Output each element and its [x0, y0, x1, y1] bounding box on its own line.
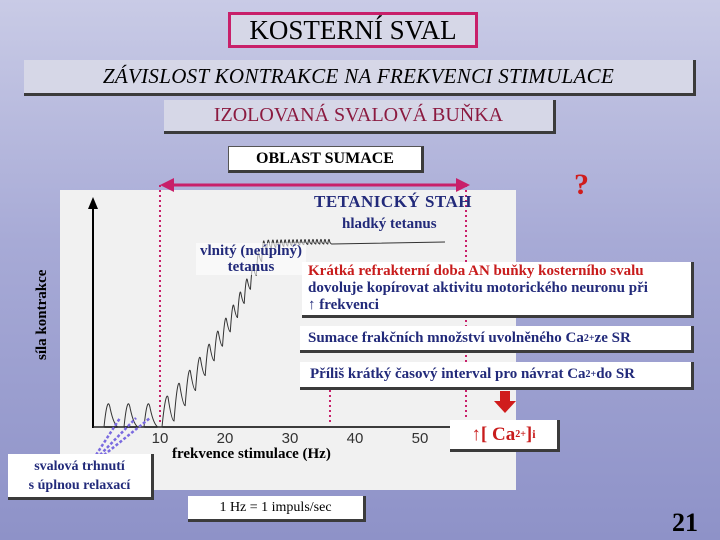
twitch-line1: svalová trhnutí [34, 459, 125, 474]
tetanic-contraction-label: TETANICKÝ STAH [314, 192, 472, 211]
x-tick-labels: 10 20 30 40 50 [152, 430, 429, 447]
question-mark: ? [574, 168, 589, 201]
summation-text: Sumace frakčních množství uvolněného Ca [308, 329, 584, 346]
x-tick-label: 50 [412, 430, 429, 447]
summation-arrow-right-head [456, 178, 470, 192]
slide-title: KOSTERNÍ SVAL [249, 14, 457, 45]
hz-definition: 1 Hz = 1 impuls/sec [219, 499, 332, 515]
calcium-box: ↑ [ Ca 2+] i [450, 420, 560, 452]
wavy-tetanus-label: vlnitý (neúplný) tetanus [196, 243, 306, 275]
slide-subtitle2: IZOLOVANÁ SVALOVÁ BUŇKA [213, 104, 504, 126]
interval-info-box: Příliš krátký časový interval pro návrat… [300, 362, 694, 390]
twitch-line2: s úplnou relaxací [28, 478, 131, 493]
calcium-bracket-close: ] [525, 423, 533, 445]
hz-definition-box: 1 Hz = 1 impuls/sec [188, 496, 366, 522]
x-tick-label: 30 [282, 430, 299, 447]
refractory-text-line3: ↑ frekvenci [308, 297, 685, 314]
calcium-sup: 2+ [515, 429, 526, 440]
x-axis-label: frekvence stimulace (Hz) [172, 446, 331, 462]
smooth-tetanus-label: hladký tetanus [342, 216, 437, 232]
calcium-sub: i [532, 427, 536, 441]
refractory-text-line2: dovoluje kopírovat aktivitu motorického … [308, 280, 648, 296]
calcium-arrow-head [494, 401, 516, 413]
x-tick-label: 20 [217, 430, 234, 447]
title-box: KOSTERNÍ SVAL [228, 12, 478, 48]
summation-sup: 2+ [583, 332, 595, 344]
refractory-frequency-text: frekvenci [319, 297, 379, 313]
y-axis-arrowhead [88, 197, 98, 209]
interval-suffix: do SR [596, 366, 636, 382]
calcium-up-arrow-icon: ↑ [471, 423, 481, 445]
x-tick-label: 40 [347, 430, 364, 447]
twitch-pointer-3 [103, 417, 151, 456]
summation-info-box: Sumace frakčních množství uvolněného Ca 2… [300, 326, 694, 353]
refractory-red-text: Krátká refrakterní doba AN buňky kostern… [308, 263, 644, 279]
summation-region-box: OBLAST SUMACE [228, 146, 424, 173]
twitch-pointer-1 [94, 417, 122, 456]
subtitle2-box: IZOLOVANÁ SVALOVÁ BUŇKA [164, 100, 556, 134]
twitch-pointer-2 [99, 417, 137, 456]
page-number: 21 [672, 508, 698, 537]
twitch-info-box: svalová trhnutí s úplnou relaxací [8, 454, 154, 500]
up-arrow-icon: ↑ [308, 297, 316, 313]
refractory-info-box: Krátká refrakterní doba AN buňky kostern… [302, 262, 694, 318]
summation-suffix: ze SR [594, 329, 631, 346]
calcium-label: [ Ca [480, 423, 516, 445]
summation-arrow-left-head [160, 178, 174, 192]
summation-region-label: OBLAST SUMACE [256, 149, 394, 167]
interval-sup: 2+ [585, 369, 597, 380]
subtitle-box: ZÁVISLOST KONTRAKCE NA FREKVENCI STIMULA… [24, 60, 696, 96]
x-tick-label: 10 [152, 430, 169, 447]
interval-text: Příliš krátký časový interval pro návrat… [310, 366, 586, 382]
slide-subtitle: ZÁVISLOST KONTRAKCE NA FREKVENCI STIMULA… [102, 64, 615, 88]
y-axis-label: síla kontrakce [34, 269, 50, 360]
wavy-tetanus-line2: tetanus [227, 259, 275, 275]
calcium-arrow-shaft [500, 391, 510, 401]
wavy-tetanus-line1: vlnitý (neúplný) [199, 243, 303, 259]
